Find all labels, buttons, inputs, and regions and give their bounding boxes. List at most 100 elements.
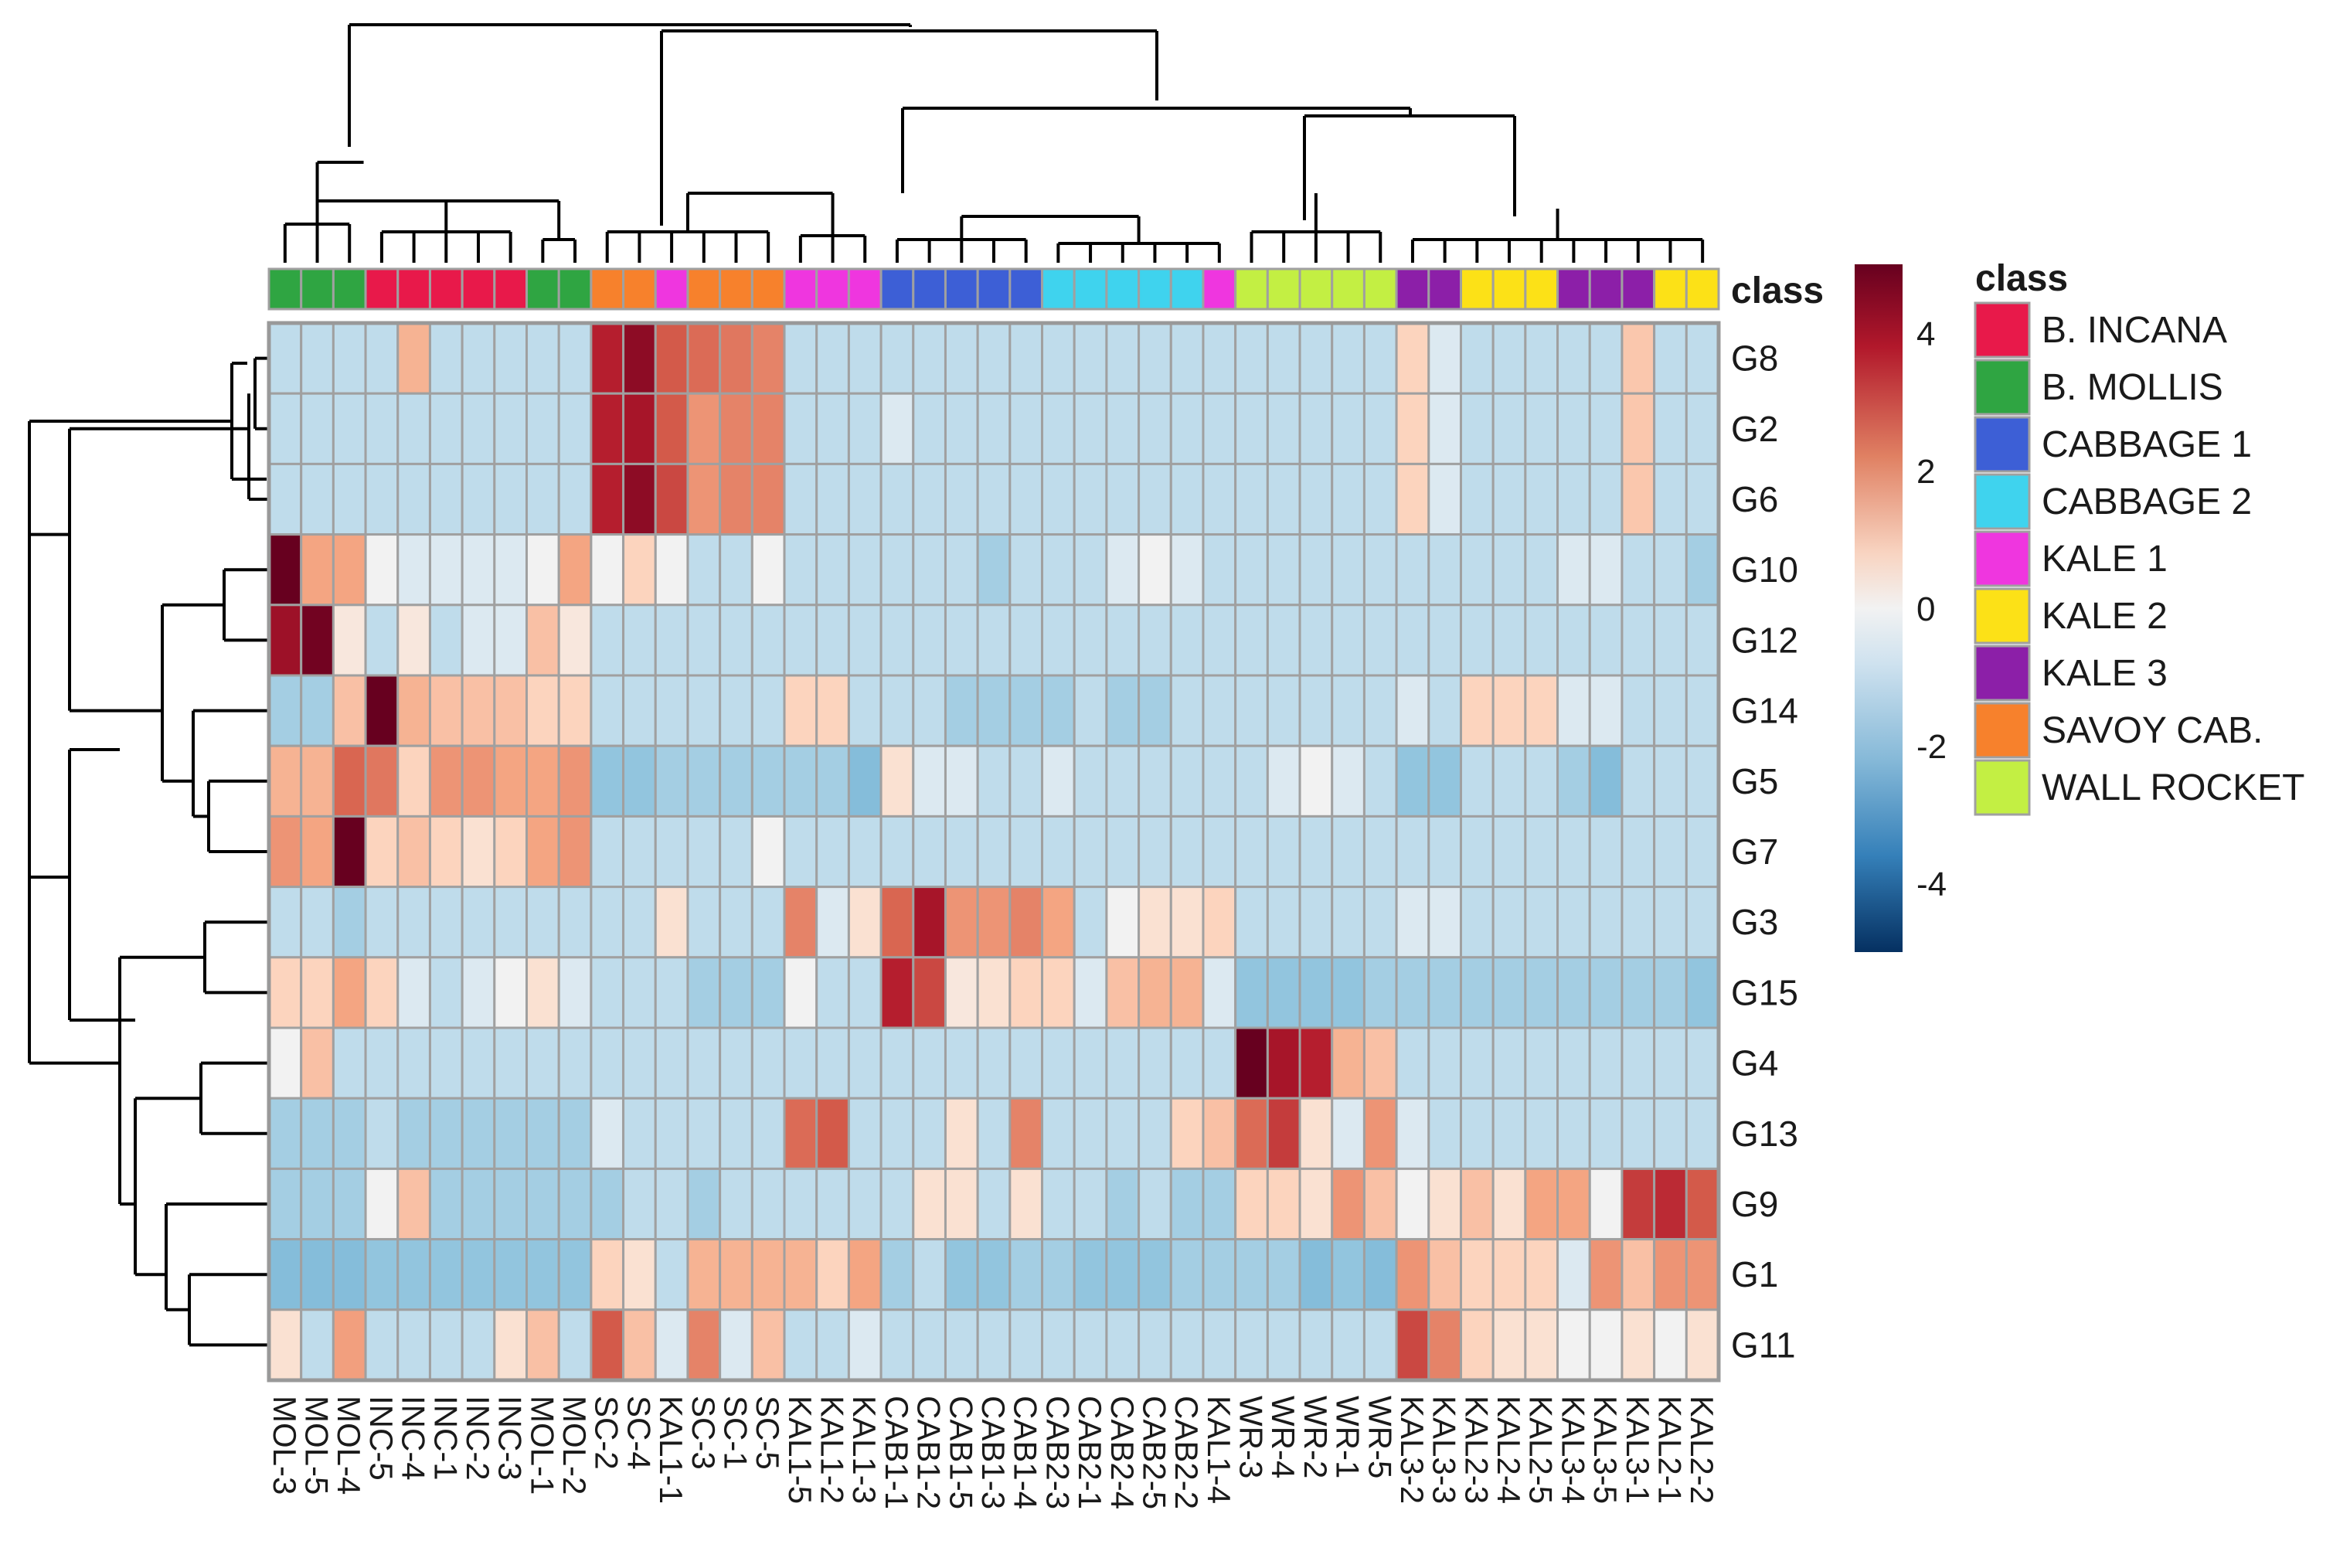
heatmap-cell: [1169, 956, 1205, 1029]
heatmap-cell: [1395, 604, 1430, 677]
column-label: SC-3: [685, 1396, 722, 1470]
heatmap-cell: [1298, 321, 1334, 395]
heatmap-cell: [944, 1097, 979, 1170]
heatmap-cell: [1331, 1167, 1365, 1241]
heatmap-cell: [944, 533, 979, 607]
heatmap-cell: [912, 674, 947, 747]
heatmap-cells: [267, 321, 1720, 1382]
class-annotation-cell: [1491, 267, 1527, 311]
heatmap-cell: [428, 1308, 464, 1382]
column-label: CAB1-3: [975, 1396, 1012, 1509]
heatmap-cell: [944, 604, 979, 677]
legend-swatch: [1974, 587, 2031, 645]
heatmap-cell: [1234, 744, 1269, 818]
heatmap-cell: [461, 674, 496, 747]
heatmap-cell: [557, 886, 593, 959]
legend-label: SAVOY CAB.: [2042, 710, 2263, 751]
heatmap-cell: [976, 815, 1012, 889]
heatmap-cell: [1653, 744, 1688, 818]
heatmap-cell: [1008, 392, 1044, 465]
heatmap-cell: [1105, 533, 1141, 607]
heatmap-cell: [1234, 1097, 1269, 1170]
heatmap-cell: [686, 886, 722, 959]
heatmap-cell: [428, 744, 464, 818]
heatmap-cell: [912, 744, 947, 818]
heatmap-cell: [622, 886, 657, 959]
heatmap-cell: [1073, 1026, 1108, 1100]
heatmap-cell: [461, 815, 496, 889]
heatmap-cell: [1169, 815, 1205, 889]
heatmap-cell: [1331, 886, 1365, 959]
heatmap-cell: [1524, 604, 1559, 677]
heatmap-cell: [1621, 1097, 1656, 1170]
heatmap-cell: [1556, 1097, 1591, 1170]
heatmap-cell: [815, 533, 850, 607]
heatmap-cell: [719, 674, 753, 747]
heatmap-cell: [493, 1308, 529, 1382]
heatmap-cell: [1621, 815, 1656, 889]
heatmap-cell: [267, 956, 303, 1029]
column-label: SC-2: [589, 1396, 625, 1470]
heatmap-cell: [1073, 1097, 1108, 1170]
heatmap-cell: [783, 956, 818, 1029]
heatmap-cell: [332, 392, 367, 465]
heatmap-cell: [1588, 1238, 1624, 1311]
heatmap-cell: [1588, 604, 1624, 677]
heatmap-cell: [1685, 533, 1720, 607]
heatmap-cell: [879, 321, 915, 395]
heatmap-cell: [1073, 462, 1108, 536]
heatmap-cell: [1008, 1308, 1044, 1382]
heatmap-cell: [847, 886, 883, 959]
heatmap-cell: [1041, 886, 1076, 959]
heatmap-cell: [461, 533, 496, 607]
heatmap-cell: [1588, 321, 1624, 395]
heatmap-cell: [944, 674, 979, 747]
row-label: G12: [1731, 620, 1798, 660]
heatmap-cell: [396, 1308, 431, 1382]
heatmap-cell: [332, 533, 367, 607]
column-label: CAB2-5: [1136, 1396, 1172, 1509]
heatmap-cell: [1556, 744, 1591, 818]
heatmap-cell: [1588, 1308, 1624, 1382]
heatmap-cell: [461, 462, 496, 536]
heatmap-cell: [1105, 1238, 1141, 1311]
heatmap-cell: [847, 674, 883, 747]
heatmap-cell: [364, 604, 400, 677]
heatmap-cell: [944, 1238, 979, 1311]
heatmap-cell: [396, 744, 431, 818]
heatmap-cell: [686, 815, 722, 889]
heatmap-cell: [1331, 604, 1365, 677]
heatmap-cell: [267, 321, 303, 395]
heatmap-cell: [654, 886, 689, 959]
heatmap-cell: [525, 1308, 560, 1382]
class-annotation-cell: [1234, 267, 1269, 311]
heatmap-cell: [815, 815, 850, 889]
heatmap-cell: [783, 886, 818, 959]
heatmap-cell: [1621, 1026, 1656, 1100]
heatmap-cell: [1008, 604, 1044, 677]
heatmap-cell: [267, 533, 303, 607]
heatmap-cell: [783, 1097, 818, 1170]
heatmap-cell: [1362, 1167, 1398, 1241]
column-label: KAL1-2: [815, 1396, 851, 1504]
heatmap-cell: [879, 462, 915, 536]
heatmap-cell: [590, 533, 625, 607]
heatmap-cell: [1202, 815, 1237, 889]
heatmap-cell: [719, 956, 753, 1029]
heatmap-cell: [364, 533, 400, 607]
heatmap-cell: [1491, 321, 1527, 395]
heatmap-cell: [1459, 815, 1495, 889]
heatmap-cell: [1556, 321, 1591, 395]
heatmap-cell: [1556, 1026, 1591, 1100]
heatmap-cell: [1653, 392, 1688, 465]
heatmap-cell: [1362, 392, 1398, 465]
heatmap-cell: [1653, 1097, 1688, 1170]
heatmap-cell: [750, 1097, 786, 1170]
heatmap-cell: [1556, 956, 1591, 1029]
class-annotation-cell: [557, 267, 593, 311]
heatmap-cell: [557, 392, 593, 465]
heatmap-cell: [1653, 815, 1688, 889]
heatmap-cell: [1685, 886, 1720, 959]
heatmap-cell: [1105, 321, 1141, 395]
